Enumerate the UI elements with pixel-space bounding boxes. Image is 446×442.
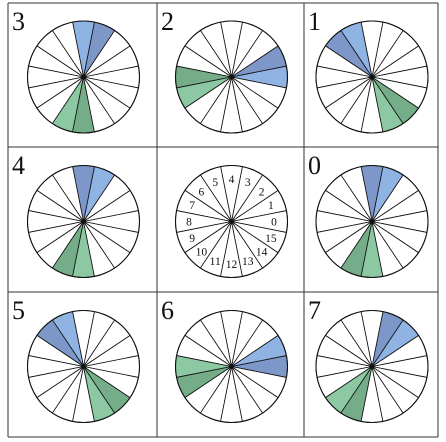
segment-index-label: 10: [196, 247, 208, 259]
panel-number: 1: [308, 7, 321, 36]
wheel-rim: [174, 20, 289, 134]
segment-index-label: 9: [189, 233, 195, 245]
grid-lines: [7, 2, 439, 438]
panel-number: 3: [12, 7, 25, 36]
segment-index-label: 13: [242, 256, 254, 268]
segment-index-label: 7: [189, 200, 195, 212]
panel-wheel-2: 2: [161, 7, 289, 134]
wheel-rim: [315, 164, 429, 279]
panel-number: 7: [308, 296, 321, 325]
panel-number: 0: [308, 151, 321, 180]
panel-wheel-0: 0: [308, 151, 429, 279]
segment-index-label: 3: [245, 177, 251, 189]
segment-index-label: 14: [256, 247, 268, 259]
segment-index-label: 11: [210, 256, 221, 268]
segment-index-label: 0: [271, 217, 277, 229]
panel-wheel-3: 3: [12, 7, 141, 134]
segment-index-label: 6: [199, 186, 205, 198]
wheel-rim: [26, 164, 141, 279]
segment-index-label: 8: [186, 217, 192, 229]
wheel-rim: [26, 20, 141, 134]
wheel-rim: [174, 309, 289, 424]
panel-number: 2: [161, 7, 174, 36]
panel-wheel-6: 6: [161, 296, 289, 424]
segment-index-label: 12: [226, 259, 238, 271]
panel-wheel-5: 5: [12, 296, 141, 424]
segment-index-label: 5: [212, 177, 218, 189]
segment-index-label: 15: [265, 233, 277, 245]
panel-wheel-1: 1: [308, 7, 429, 134]
panel-number: 4: [12, 151, 25, 180]
panel-number: 5: [12, 296, 25, 325]
wheel-rim: [315, 20, 429, 134]
panel-number: 6: [161, 296, 174, 325]
wheel-rim: [174, 164, 289, 279]
segment-index-label: 2: [259, 186, 265, 198]
panel-wheel-7: 7: [308, 296, 429, 424]
segment-index-label: 1: [268, 200, 274, 212]
wheel-rim: [315, 309, 429, 424]
segment-index-label: 4: [229, 174, 235, 186]
wheel-rim: [26, 309, 141, 424]
panel-wheel-4: 4: [12, 151, 141, 279]
